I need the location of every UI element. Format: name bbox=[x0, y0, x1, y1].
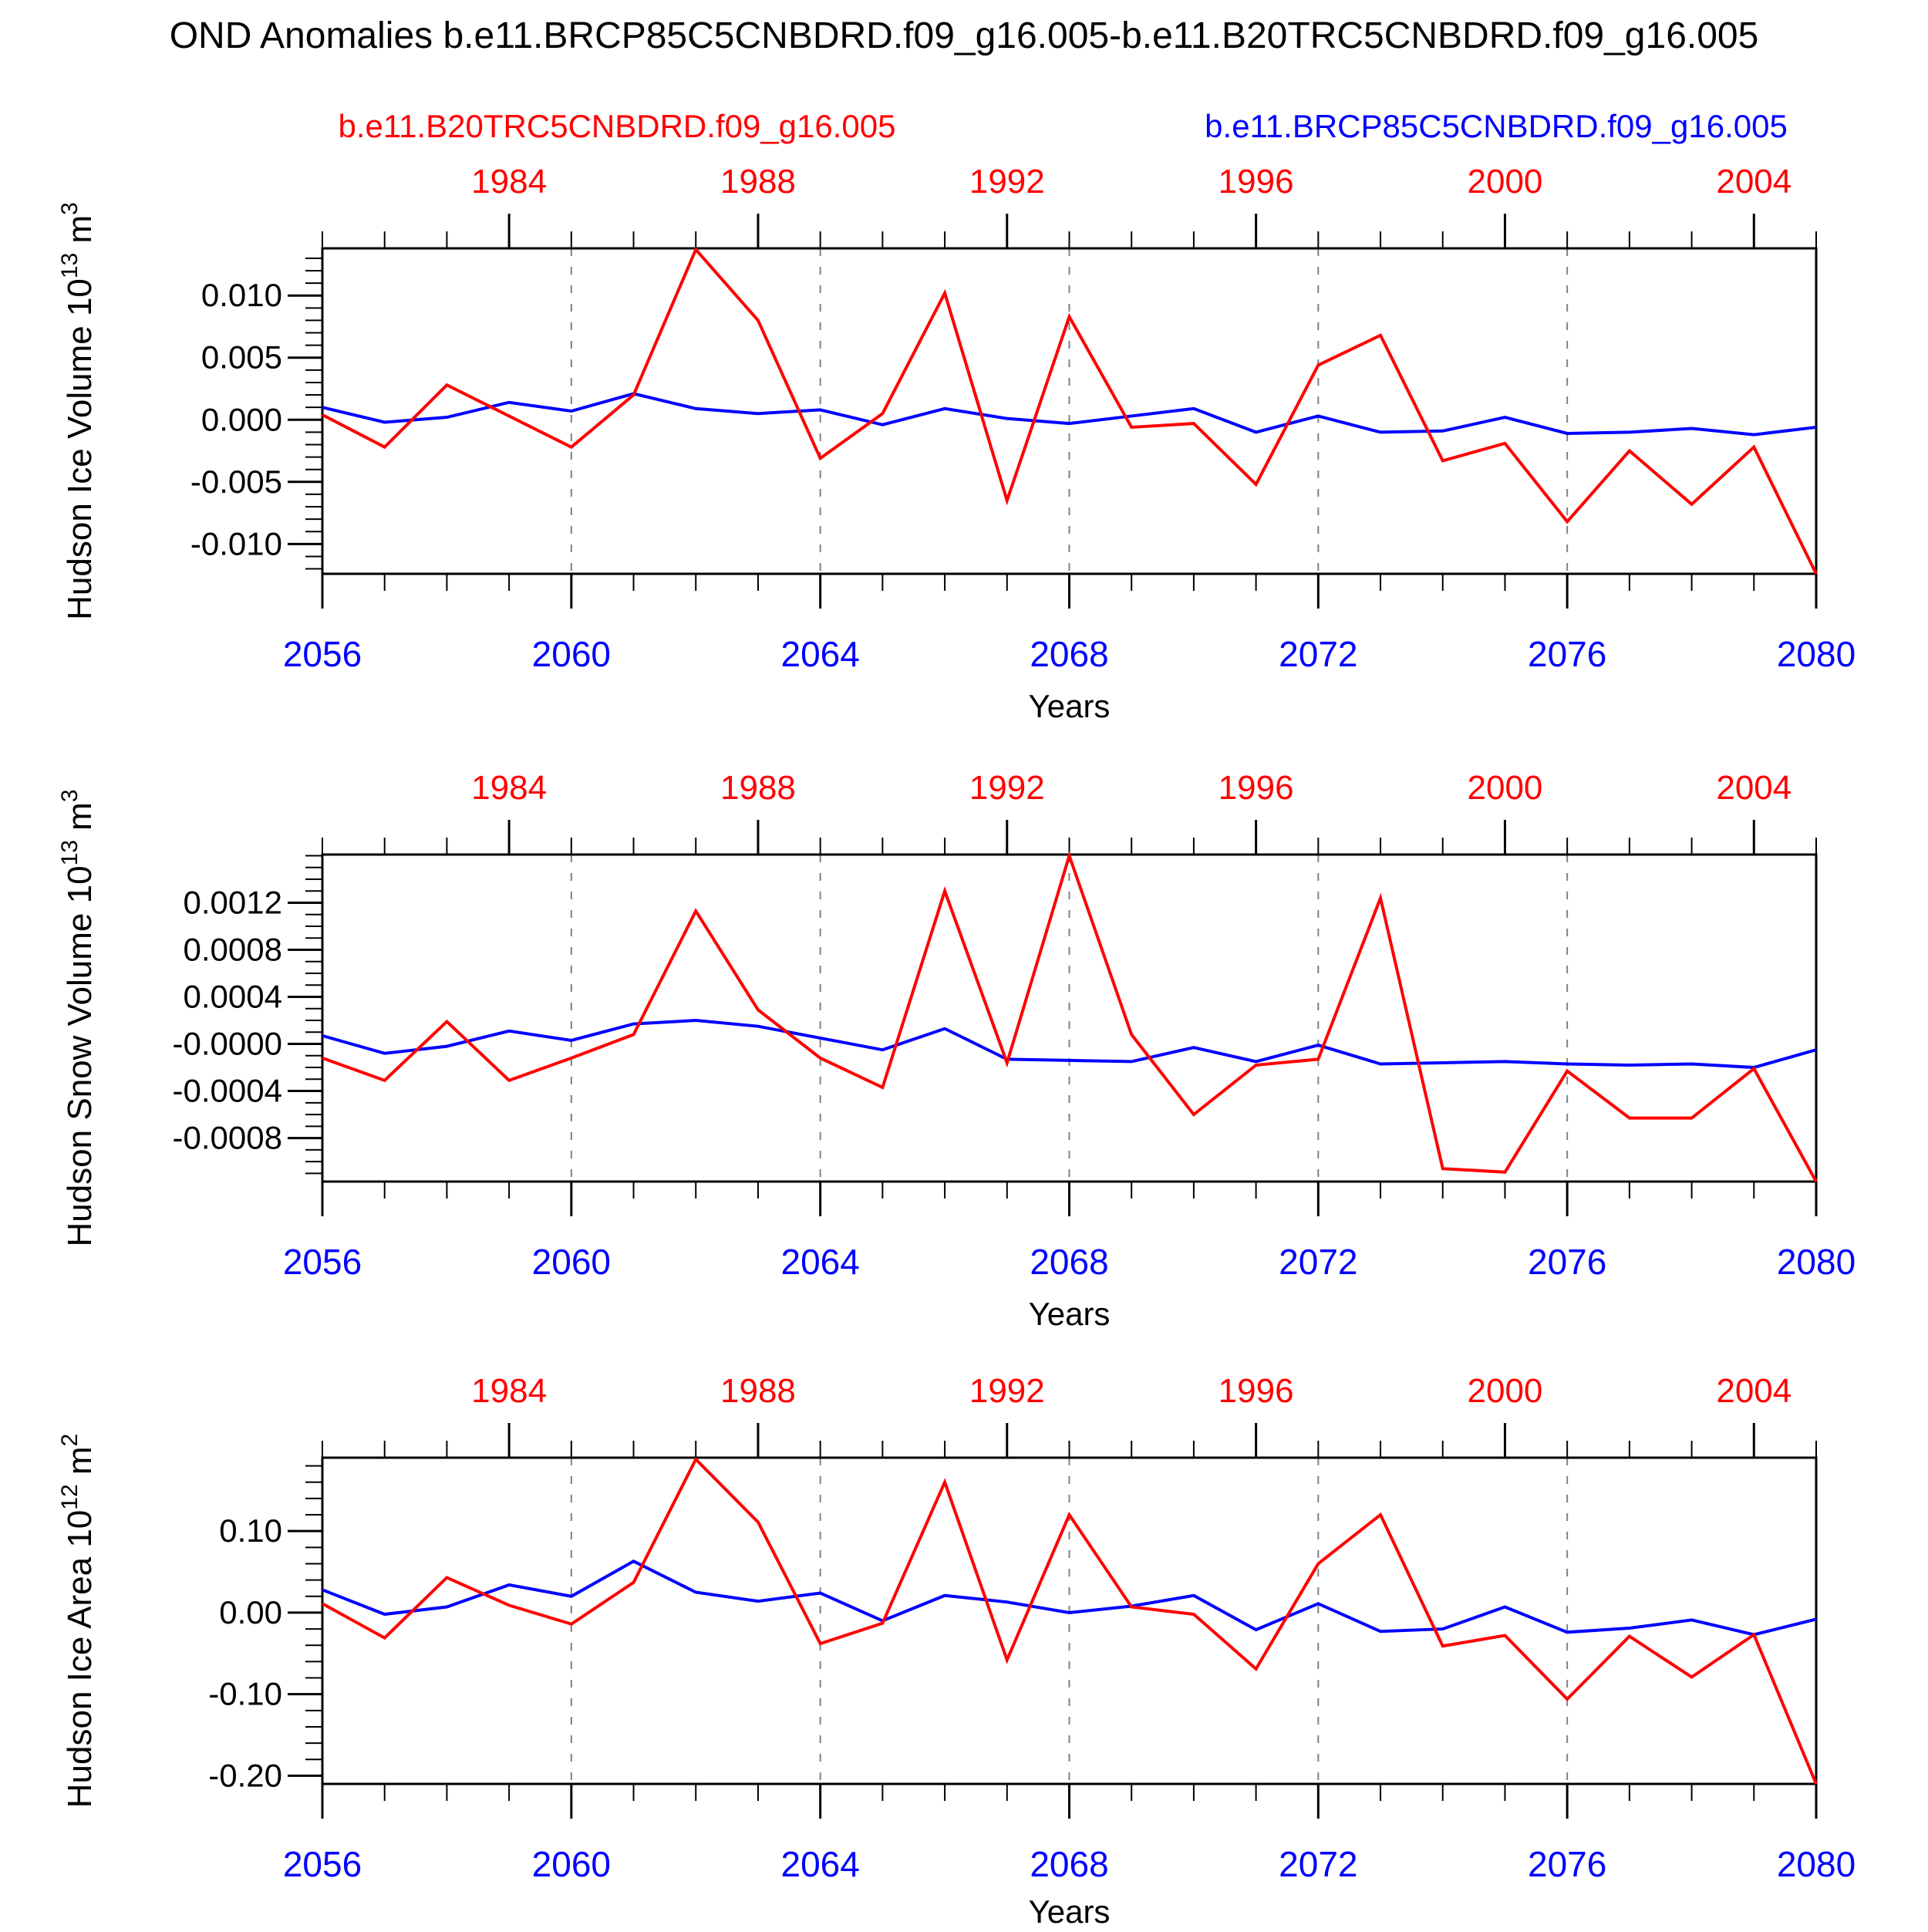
bottom-axis-year-label: 2076 bbox=[1528, 1242, 1606, 1282]
bottom-axis-year-label: 2056 bbox=[283, 1844, 362, 1884]
series-line-blue bbox=[322, 1559, 1817, 1637]
legend-label-b20trc: b.e11.B20TRC5CNBDRD.f09_g16.005 bbox=[339, 108, 896, 144]
y-axis-title-text: Hudson Snow Volume 10 bbox=[61, 865, 99, 1246]
top-axis-year-label: 1984 bbox=[471, 769, 547, 807]
bottom-axis-year-label: 2060 bbox=[532, 1242, 611, 1282]
series-line-blue bbox=[322, 392, 1817, 437]
bottom-axis-year-label: 2060 bbox=[532, 634, 611, 674]
y-tick-label: -0.0008 bbox=[173, 1120, 282, 1156]
y-tick-label: 0.005 bbox=[201, 339, 282, 376]
top-axis-year-label: 1992 bbox=[969, 1372, 1045, 1410]
series-line-red bbox=[322, 246, 1818, 575]
y-tick-label: -0.010 bbox=[190, 525, 282, 561]
y-axis-title-sup: 3 bbox=[57, 202, 83, 215]
bottom-axis-year-label: 2056 bbox=[283, 634, 362, 674]
y-axis-title-text: Hudson Ice Area 10 bbox=[61, 1510, 99, 1808]
panel-hudson-snow-volume: 1984 1988 1992 1996 2000 2004 2056 2060 2064 2068… bbox=[57, 769, 1856, 1332]
y-tick-label: 0.00 bbox=[219, 1594, 282, 1630]
top-axis-year-label: 1996 bbox=[1218, 1372, 1294, 1410]
plot-box bbox=[321, 247, 1818, 575]
panels-group: 1984 1988 1992 1996 2000 2004 2056 2060 2064 2068… bbox=[57, 163, 1856, 1930]
y-axis-title-text: m bbox=[61, 802, 99, 840]
bottom-axis-year-label: 2068 bbox=[1030, 1242, 1108, 1282]
bottom-axis-year-label: 2064 bbox=[780, 1242, 859, 1282]
series-line-blue bbox=[322, 1019, 1817, 1070]
y-tick-label: 0.10 bbox=[219, 1512, 282, 1549]
bottom-axis-year-label: 2076 bbox=[1528, 634, 1606, 674]
panel-hudson-ice-area: 1984 1988 1992 1996 2000 2004 2056 2060 2064 2068… bbox=[57, 1372, 1856, 1930]
page-title: OND Anomalies b.e11.BRCP85C5CNBDRD.f09_g… bbox=[170, 15, 1759, 56]
top-axis-year-label: 1992 bbox=[969, 769, 1045, 807]
bottom-axis-year-label: 2072 bbox=[1279, 1844, 1357, 1884]
top-axis-year-label: 1996 bbox=[1218, 769, 1294, 807]
top-axis-year-label: 2000 bbox=[1468, 163, 1543, 201]
panel-hudson-ice-volume: 1984 1988 1992 1996 2000 2004 2056 2060 2064 2068… bbox=[57, 163, 1856, 724]
y-axis-title-text: m bbox=[61, 1446, 99, 1484]
bottom-axis-year-label: 2080 bbox=[1777, 1844, 1856, 1884]
y-axis-title: Hudson Snow Volume 1013​ m3​ bbox=[57, 789, 99, 1246]
bottom-axis-year-label: 2072 bbox=[1279, 634, 1357, 674]
y-axis-title-sup: 2 bbox=[57, 1434, 83, 1447]
bottom-axis-year-label: 2068 bbox=[1030, 634, 1108, 674]
y-axis-title-sup: 12 bbox=[57, 1484, 83, 1509]
x-axis-title: Years bbox=[1029, 1893, 1111, 1928]
y-axis-title-sup: 3 bbox=[57, 789, 83, 802]
y-tick-label: 0.000 bbox=[201, 401, 282, 437]
y-tick-label: -0.0004 bbox=[173, 1073, 282, 1109]
series-line-red bbox=[322, 1456, 1818, 1785]
top-axis-year-label: 1988 bbox=[720, 1372, 796, 1410]
y-tick-label: 0.0012 bbox=[184, 885, 282, 921]
y-tick-label: 0.010 bbox=[201, 277, 282, 313]
y-tick-label: 0.0008 bbox=[184, 932, 282, 968]
bottom-axis-year-label: 2068 bbox=[1030, 1844, 1108, 1884]
bottom-axis-year-label: 2064 bbox=[780, 1844, 859, 1884]
series-line-red bbox=[322, 851, 1818, 1182]
y-axis-title: Hudson Ice Volume 1013​ m3​ bbox=[57, 202, 99, 620]
top-axis-year-label: 1988 bbox=[720, 163, 796, 201]
y-tick-label: -0.005 bbox=[190, 464, 282, 500]
bottom-axis-year-label: 2080 bbox=[1777, 1242, 1856, 1282]
top-axis-year-label: 1984 bbox=[471, 163, 547, 201]
x-axis-title: Years bbox=[1029, 1296, 1111, 1332]
y-axis-title-text: m bbox=[61, 215, 99, 253]
bottom-axis-year-label: 2064 bbox=[780, 634, 859, 674]
top-axis-year-label: 2000 bbox=[1468, 769, 1543, 807]
y-tick-label: -0.20 bbox=[208, 1757, 282, 1793]
top-axis-year-label: 1992 bbox=[969, 163, 1045, 201]
bottom-axis-year-label: 2056 bbox=[283, 1242, 362, 1282]
top-axis-year-label: 1988 bbox=[720, 769, 796, 807]
top-axis-year-label: 1984 bbox=[471, 1372, 547, 1410]
top-axis-year-label: 1996 bbox=[1218, 163, 1294, 201]
top-axis-year-label: 2004 bbox=[1716, 769, 1791, 807]
y-axis-title-text: Hudson Ice Volume 10 bbox=[61, 278, 99, 620]
y-tick-label: 0.0004 bbox=[184, 979, 282, 1015]
y-tick-label: -0.0000 bbox=[173, 1026, 282, 1062]
bottom-axis-year-label: 2060 bbox=[532, 1844, 611, 1884]
top-axis-year-label: 2000 bbox=[1468, 1372, 1543, 1410]
y-axis-title: Hudson Ice Area 1012​ m2​ bbox=[57, 1434, 99, 1808]
bottom-axis-year-label: 2072 bbox=[1279, 1242, 1357, 1282]
x-axis-title: Years bbox=[1029, 688, 1111, 724]
bottom-axis-year-label: 2080 bbox=[1777, 634, 1856, 674]
y-axis-title-sup: 13 bbox=[57, 253, 83, 278]
plot-box bbox=[321, 1456, 1818, 1785]
top-axis-year-label: 2004 bbox=[1716, 1372, 1791, 1410]
y-tick-label: -0.10 bbox=[208, 1676, 282, 1712]
legend-label-brcp85: b.e11.BRCP85C5CNBDRD.f09_g16.005 bbox=[1205, 108, 1788, 144]
y-axis-title-sup: 13 bbox=[57, 840, 83, 865]
bottom-axis-year-label: 2076 bbox=[1528, 1844, 1606, 1884]
top-axis-year-label: 2004 bbox=[1716, 163, 1791, 201]
